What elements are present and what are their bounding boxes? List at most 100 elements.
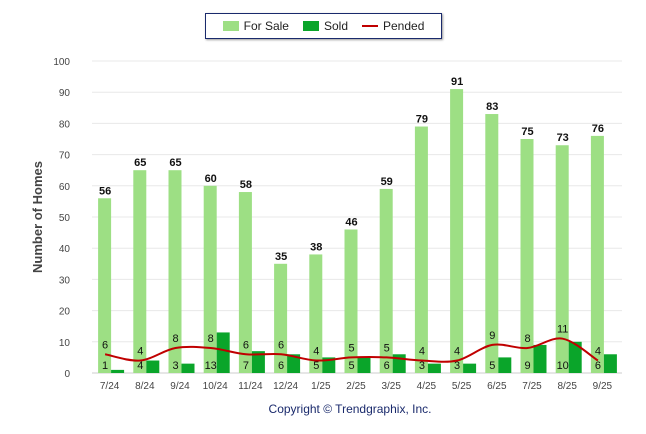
data-label-for-sale: 76 [592, 123, 604, 135]
bar-for-sale [274, 263, 288, 373]
data-label-sold: 3 [172, 360, 178, 372]
bar-for-sale [168, 170, 182, 373]
bar-sold [357, 357, 371, 373]
bar-sold [533, 344, 547, 373]
data-label-pended: 4 [137, 346, 143, 358]
data-label-pended: 8 [208, 333, 214, 345]
data-label-sold: 6 [595, 360, 601, 372]
bar-sold [287, 354, 301, 373]
x-tick-label: 6/25 [487, 381, 507, 392]
legend-item-for-sale[interactable]: For Sale [222, 19, 289, 33]
y-tick-label: 50 [59, 213, 71, 224]
y-tick-label: 90 [59, 88, 71, 99]
y-axis-title: Number of Homes [30, 161, 45, 273]
data-label-for-sale: 91 [451, 76, 463, 88]
data-label-for-sale: 60 [205, 173, 217, 185]
y-tick-label: 70 [59, 151, 71, 162]
x-tick-label: 9/25 [593, 381, 613, 392]
data-label-for-sale: 83 [486, 101, 498, 113]
bar-for-sale [414, 126, 428, 374]
bar-sold [111, 369, 125, 373]
data-label-sold: 6 [278, 360, 284, 372]
bar-sold [498, 357, 512, 373]
legend-label: Sold [323, 19, 348, 33]
y-tick-label: 0 [64, 369, 70, 380]
legend-swatch [302, 21, 319, 31]
legend-swatch [222, 21, 239, 31]
bar-for-sale [520, 139, 534, 373]
copyright: Copyright © Trendgraphix, Inc. [268, 402, 432, 416]
bar-sold [146, 360, 160, 373]
data-label-sold: 7 [243, 360, 249, 372]
data-label-sold: 6 [384, 360, 390, 372]
legend-swatch [362, 25, 378, 27]
data-label-pended: 6 [278, 339, 284, 351]
data-label-for-sale: 73 [557, 132, 569, 144]
bar-sold [463, 363, 477, 373]
data-label-sold: 4 [137, 360, 143, 372]
bar-for-sale [203, 185, 217, 373]
data-label-sold: 5 [348, 360, 354, 372]
data-label-for-sale: 38 [310, 241, 322, 253]
legend-item-pended[interactable]: Pended [362, 19, 424, 33]
bar-sold [568, 341, 582, 373]
data-label-pended: 4 [595, 346, 601, 358]
bar-for-sale [98, 198, 112, 373]
y-tick-label: 20 [59, 307, 71, 318]
data-label-for-sale: 75 [521, 126, 533, 138]
x-tick-label: 5/25 [452, 381, 472, 392]
bar-sold [251, 351, 265, 373]
data-label-for-sale: 46 [345, 216, 357, 228]
bar-for-sale [555, 145, 569, 373]
bar-sold [181, 363, 195, 373]
x-tick-label: 10/24 [203, 381, 228, 392]
x-tick-label: 2/25 [346, 381, 366, 392]
bar-for-sale [238, 192, 252, 373]
data-label-sold: 5 [489, 360, 495, 372]
data-label-pended: 4 [313, 346, 319, 358]
bar-for-sale [309, 254, 323, 373]
x-tick-label: 11/24 [238, 381, 263, 392]
data-label-sold: 3 [419, 360, 425, 372]
line-pended [104, 337, 599, 363]
bar-for-sale [379, 188, 393, 373]
data-label-pended: 9 [489, 330, 495, 342]
data-label-for-sale: 65 [169, 157, 181, 169]
y-tick-label: 10 [59, 338, 71, 349]
data-label-for-sale: 58 [240, 179, 252, 191]
legend-label: For Sale [243, 19, 289, 33]
x-tick-label: 1/25 [311, 381, 331, 392]
bar-sold [216, 332, 230, 373]
legend-label: Pended [383, 19, 425, 33]
bar-for-sale [450, 89, 464, 373]
data-label-for-sale: 56 [99, 185, 111, 197]
data-label-pended: 6 [102, 339, 108, 351]
x-tick-label: 7/24 [100, 381, 120, 392]
data-label-pended: 8 [172, 333, 178, 345]
legend-item-sold[interactable]: Sold [302, 19, 348, 33]
x-tick-label: 8/24 [135, 381, 155, 392]
bar-sold [427, 363, 441, 373]
x-tick-label: 4/25 [417, 381, 437, 392]
data-label-sold: 5 [313, 360, 319, 372]
y-tick-label: 60 [59, 182, 71, 193]
x-tick-label: 9/24 [170, 381, 190, 392]
data-label-pended: 5 [384, 342, 390, 354]
bar-sold [322, 357, 336, 373]
data-label-sold: 3 [454, 360, 460, 372]
bar-sold [603, 354, 617, 373]
data-label-pended: 11 [557, 324, 568, 336]
bar-for-sale [590, 135, 604, 373]
data-label-for-sale: 79 [416, 114, 428, 126]
bar-for-sale [344, 229, 358, 373]
x-tick-label: 7/25 [522, 381, 542, 392]
data-label-pended: 5 [348, 342, 354, 354]
bar-for-sale [133, 170, 147, 373]
data-label-for-sale: 59 [381, 176, 393, 188]
data-label-pended: 4 [419, 346, 425, 358]
y-tick-label: 100 [53, 57, 70, 68]
bar-for-sale [485, 114, 499, 373]
x-tick-label: 12/24 [273, 381, 298, 392]
